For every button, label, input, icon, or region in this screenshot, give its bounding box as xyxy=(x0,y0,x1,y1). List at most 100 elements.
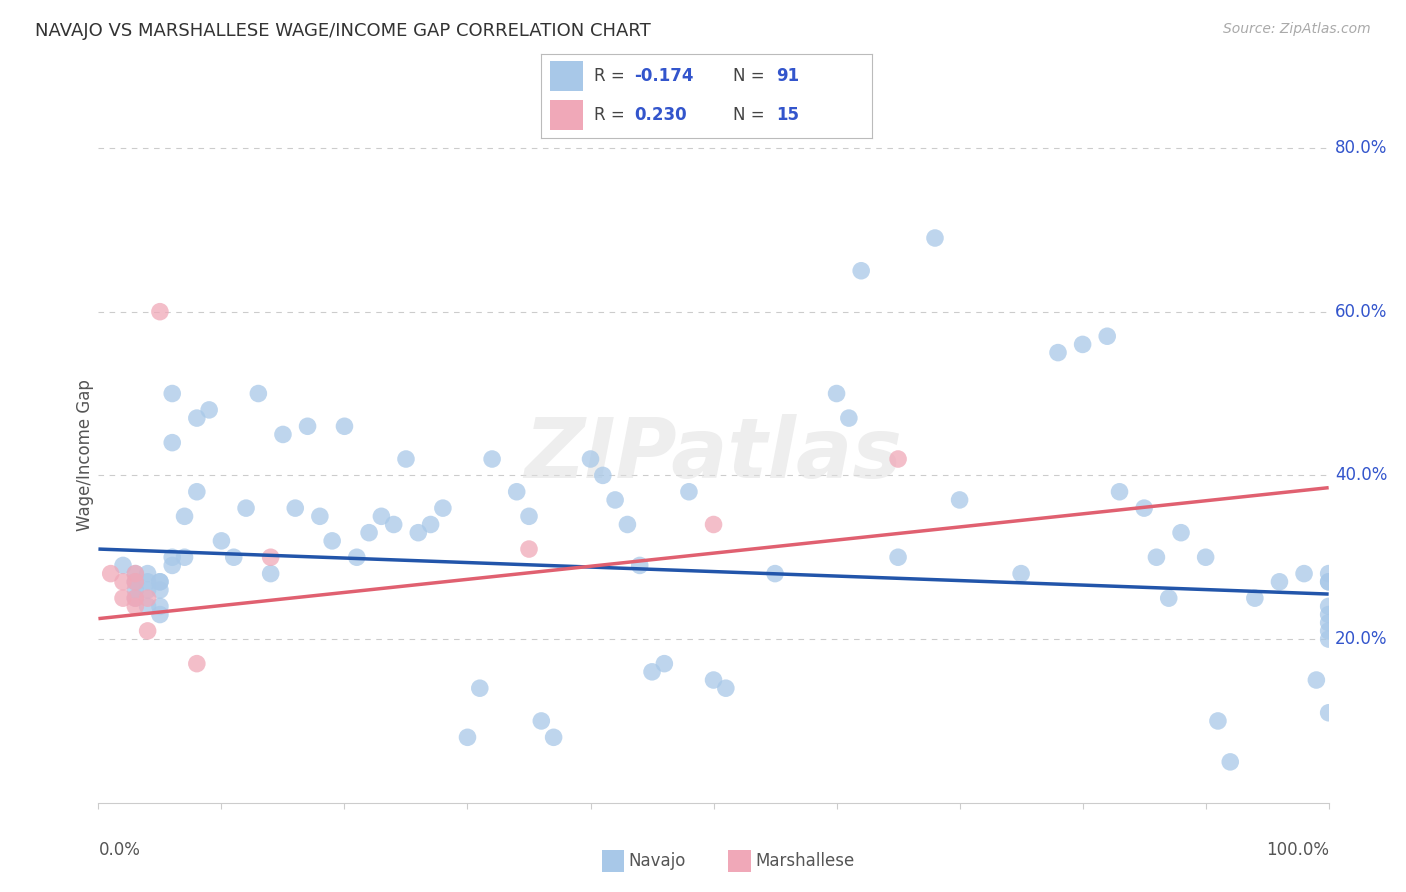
Point xyxy=(370,509,392,524)
Point xyxy=(124,574,146,589)
FancyBboxPatch shape xyxy=(550,62,582,91)
Point xyxy=(162,558,183,573)
Point xyxy=(235,501,257,516)
Point xyxy=(260,550,283,565)
Point xyxy=(530,714,553,728)
Point xyxy=(247,386,270,401)
Point xyxy=(1268,574,1291,589)
Point xyxy=(838,411,860,425)
Point xyxy=(309,509,332,524)
Point xyxy=(1144,550,1167,565)
Text: 91: 91 xyxy=(776,67,799,85)
Text: R =: R = xyxy=(595,67,630,85)
Point xyxy=(284,501,307,516)
Point xyxy=(198,403,221,417)
Point xyxy=(162,386,183,401)
Point xyxy=(149,574,172,589)
Point xyxy=(1317,599,1340,614)
Point xyxy=(297,419,319,434)
Point xyxy=(173,509,195,524)
Point xyxy=(678,484,700,499)
Point xyxy=(887,550,910,565)
Point xyxy=(1170,525,1192,540)
Point xyxy=(124,591,146,606)
Point xyxy=(592,468,614,483)
Text: N =: N = xyxy=(733,106,770,124)
Point xyxy=(124,574,146,589)
Point xyxy=(173,550,195,565)
Point xyxy=(136,591,159,606)
Point xyxy=(849,264,872,278)
Point xyxy=(628,558,651,573)
Point xyxy=(1195,550,1218,565)
Point xyxy=(1108,484,1130,499)
Point xyxy=(703,517,725,532)
Point xyxy=(149,582,172,597)
Point xyxy=(136,624,159,638)
Point xyxy=(112,591,135,606)
Point xyxy=(1317,574,1340,589)
Point xyxy=(432,501,454,516)
Point xyxy=(517,542,540,557)
Point xyxy=(616,517,638,532)
Point xyxy=(346,550,368,565)
Point xyxy=(543,731,565,745)
Point xyxy=(222,550,245,565)
Point xyxy=(703,673,725,687)
Point xyxy=(100,566,122,581)
Point xyxy=(112,574,135,589)
Point xyxy=(1317,607,1340,622)
Text: 60.0%: 60.0% xyxy=(1334,302,1388,321)
Point xyxy=(825,386,848,401)
Point xyxy=(136,599,159,614)
Point xyxy=(136,566,159,581)
Point xyxy=(124,591,146,606)
Point xyxy=(714,681,737,696)
Point xyxy=(271,427,294,442)
Point xyxy=(605,492,627,507)
Text: 100.0%: 100.0% xyxy=(1265,841,1329,859)
Point xyxy=(149,607,172,622)
Point xyxy=(359,525,381,540)
Point xyxy=(1294,566,1316,581)
Point xyxy=(419,517,441,532)
Point xyxy=(1133,501,1156,516)
Point xyxy=(162,435,183,450)
Point xyxy=(468,681,491,696)
Point xyxy=(186,657,208,671)
Point xyxy=(162,550,183,565)
Point xyxy=(456,731,478,745)
Point xyxy=(382,517,405,532)
Point xyxy=(136,582,159,597)
Point xyxy=(1305,673,1327,687)
Point xyxy=(211,533,233,548)
Point xyxy=(1317,615,1340,630)
Point xyxy=(1317,566,1340,581)
Point xyxy=(763,566,786,581)
Point xyxy=(112,558,135,573)
Point xyxy=(517,509,540,524)
Text: NAVAJO VS MARSHALLESE WAGE/INCOME GAP CORRELATION CHART: NAVAJO VS MARSHALLESE WAGE/INCOME GAP CO… xyxy=(35,22,651,40)
Point xyxy=(149,599,172,614)
Point xyxy=(1206,714,1229,728)
Text: Marshallese: Marshallese xyxy=(755,852,855,871)
Text: 15: 15 xyxy=(776,106,799,124)
Point xyxy=(1010,566,1032,581)
Text: 80.0%: 80.0% xyxy=(1334,139,1388,157)
Point xyxy=(408,525,430,540)
Point xyxy=(395,452,418,467)
Point xyxy=(1071,337,1094,351)
Point xyxy=(1317,574,1340,589)
Point xyxy=(333,419,356,434)
Point xyxy=(652,657,676,671)
Point xyxy=(149,304,172,318)
Point xyxy=(924,231,946,245)
Point xyxy=(1317,706,1340,720)
Point xyxy=(641,665,664,679)
Point xyxy=(260,566,283,581)
Text: 0.230: 0.230 xyxy=(634,106,686,124)
Point xyxy=(124,566,146,581)
Point xyxy=(124,566,146,581)
Text: -0.174: -0.174 xyxy=(634,67,693,85)
Point xyxy=(1097,329,1119,343)
